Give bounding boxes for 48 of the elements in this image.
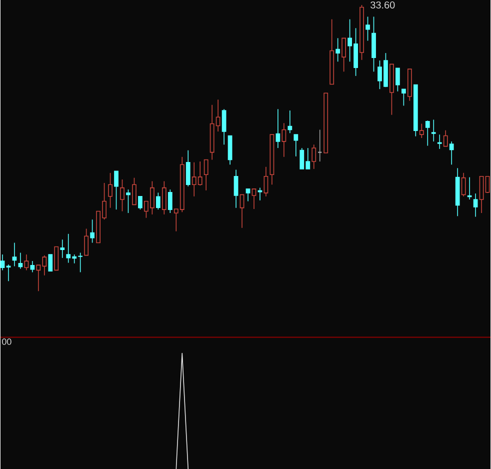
candlestick bbox=[317, 129, 322, 162]
candlestick bbox=[234, 169, 238, 208]
candlestick bbox=[120, 178, 124, 212]
candlestick bbox=[138, 196, 142, 210]
candlestick bbox=[84, 228, 89, 256]
candlestick bbox=[396, 68, 400, 92]
candlestick bbox=[425, 120, 430, 146]
candlestick bbox=[48, 254, 53, 272]
candlestick bbox=[449, 140, 454, 165]
candlestick bbox=[132, 177, 136, 205]
candlestick bbox=[186, 150, 190, 187]
candlestick bbox=[461, 172, 466, 197]
candlestick bbox=[431, 119, 436, 142]
candlestick bbox=[252, 188, 256, 210]
candlestick bbox=[0, 254, 5, 270]
candlestick bbox=[108, 172, 112, 208]
candlestick bbox=[90, 218, 95, 243]
candlestick bbox=[276, 108, 280, 148]
annotation: 33.60 bbox=[370, 1, 395, 8]
candlestick bbox=[264, 166, 268, 197]
candlestick bbox=[282, 122, 286, 158]
candlestick bbox=[54, 246, 59, 270]
candlestick bbox=[24, 254, 29, 270]
candlestick bbox=[156, 192, 160, 210]
candlestick bbox=[246, 188, 250, 202]
candlestick bbox=[294, 134, 298, 157]
candlestick bbox=[312, 144, 316, 170]
candlestick bbox=[401, 88, 406, 106]
candlestick bbox=[288, 110, 292, 134]
candlestick bbox=[12, 242, 17, 266]
candlestick bbox=[479, 176, 484, 214]
candlestick bbox=[366, 16, 370, 41]
candlestick bbox=[126, 188, 130, 214]
candlestick bbox=[342, 38, 346, 72]
candlestick bbox=[204, 159, 208, 191]
candlestick bbox=[114, 170, 118, 210]
text: 00 bbox=[2, 338, 12, 345]
candlestick bbox=[419, 123, 424, 138]
candlestick bbox=[162, 180, 166, 215]
candlestick bbox=[437, 134, 442, 150]
candlestick bbox=[60, 238, 65, 258]
candlestick bbox=[336, 38, 340, 62]
candlestick bbox=[222, 108, 226, 145]
candlestick bbox=[473, 192, 478, 217]
candlestick bbox=[30, 260, 35, 272]
candlestick bbox=[168, 188, 172, 214]
candlestick bbox=[443, 130, 448, 146]
candlestick bbox=[467, 176, 472, 200]
